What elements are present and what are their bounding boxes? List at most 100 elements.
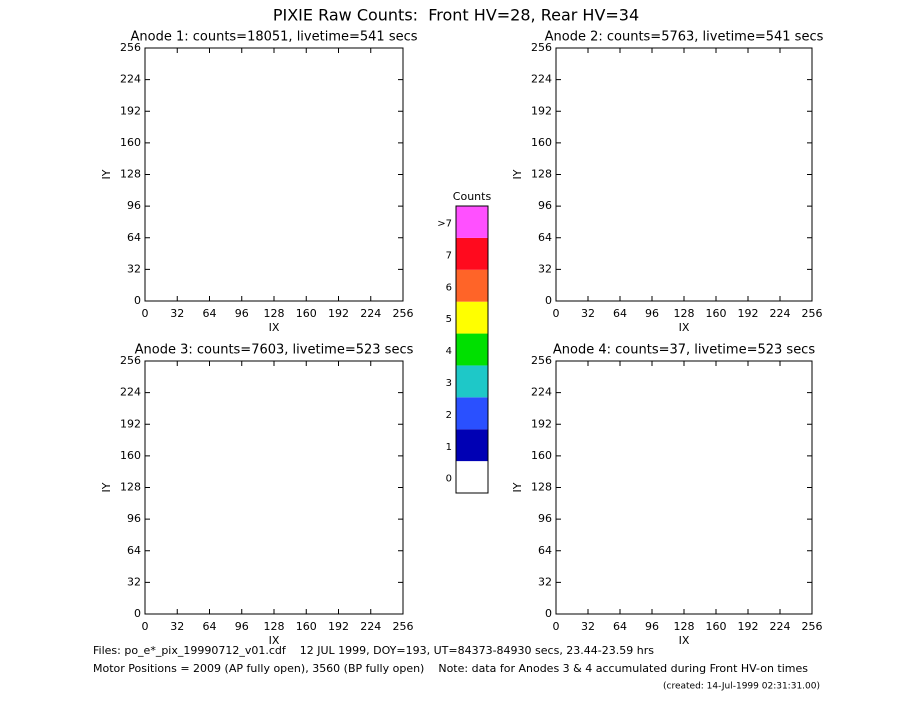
x-tick-label: 192 [328,307,349,320]
y-axis-label: IY [511,482,524,492]
x-tick-label: 96 [235,307,249,320]
y-axis-label: IY [511,169,524,179]
x-tick-label: 96 [645,620,659,633]
panel-title: Anode 2: counts=5763, livetime=541 secs [545,30,824,45]
colorbar-label: >7 [437,219,452,230]
footer-created: (created: 14-Jul-1999 02:31:31.00) [663,682,820,692]
x-tick-label: 32 [170,620,184,633]
y-tick-label: 96 [538,512,552,525]
y-tick-label: 256 [120,41,141,54]
y-tick-label: 96 [127,512,141,525]
panel-title: Anode 1: counts=18051, livetime=541 secs [130,30,417,45]
colorbar-label: 3 [446,378,452,389]
y-tick-label: 128 [531,481,552,494]
colorbar-cell [456,206,488,238]
x-tick-label: 224 [360,307,381,320]
y-tick-label: 256 [531,41,552,54]
x-tick-label: 256 [802,620,823,633]
y-tick-label: 192 [120,417,141,430]
colorbar-label: 0 [446,474,452,485]
y-tick-label: 0 [545,294,552,307]
y-tick-label: 0 [134,294,141,307]
y-tick-label: 128 [120,481,141,494]
colorbar-cell [456,365,488,398]
y-tick-label: 192 [531,104,552,117]
y-tick-label: 224 [120,386,141,399]
y-tick-label: 0 [545,607,552,620]
y-tick-label: 128 [531,168,552,181]
plot-area [555,47,813,302]
y-tick-label: 96 [538,199,552,212]
x-tick-label: 160 [296,620,317,633]
x-tick-label: 128 [674,620,695,633]
y-tick-label: 64 [538,231,552,244]
y-axis-label: IY [100,169,113,179]
y-tick-label: 224 [120,73,141,86]
colorbar-cell [456,237,488,270]
x-tick-label: 192 [738,307,759,320]
y-tick-label: 128 [120,168,141,181]
x-tick-label: 160 [706,307,727,320]
x-tick-label: 64 [613,307,627,320]
x-tick-label: 128 [264,307,285,320]
colorbar-label: 4 [446,346,452,357]
figure-title: PIXIE Raw Counts: Front HV=28, Rear HV=3… [273,6,639,25]
colorbar-cell [456,269,488,302]
x-axis-label: IX [679,634,690,647]
colorbar-cell [456,301,488,334]
colorbar-cell [456,333,488,366]
plot-area [144,360,404,615]
x-axis-label: IX [679,321,690,334]
x-tick-label: 0 [553,307,560,320]
colorbar-cell [456,461,488,493]
y-tick-label: 160 [531,136,552,149]
colorbar-title: Counts [453,190,492,203]
x-tick-label: 224 [360,620,381,633]
x-tick-label: 96 [645,307,659,320]
plot-area [555,360,813,615]
y-tick-label: 64 [127,231,141,244]
footer-line: Files: po_e*_pix_19990712_v01.cdf 12 JUL… [93,644,654,657]
panel-title: Anode 4: counts=37, livetime=523 secs [553,343,815,358]
x-tick-label: 224 [770,620,791,633]
x-tick-label: 256 [802,307,823,320]
x-tick-label: 32 [581,307,595,320]
x-tick-label: 64 [203,307,217,320]
plot-area [144,47,404,302]
y-tick-label: 192 [120,104,141,117]
y-tick-label: 32 [127,575,141,588]
x-tick-label: 160 [706,620,727,633]
x-tick-label: 192 [738,620,759,633]
x-tick-label: 64 [613,620,627,633]
y-tick-label: 224 [531,73,552,86]
footer-line: Motor Positions = 2009 (AP fully open), … [93,662,808,675]
x-tick-label: 128 [674,307,695,320]
colorbar-label: 2 [446,410,452,421]
y-tick-label: 160 [120,136,141,149]
x-tick-label: 32 [170,307,184,320]
x-tick-label: 0 [142,307,149,320]
y-tick-label: 192 [531,417,552,430]
y-tick-label: 256 [120,354,141,367]
colorbar-cell [456,397,488,430]
y-tick-label: 64 [127,544,141,557]
panel-title: Anode 3: counts=7603, livetime=523 secs [135,343,414,358]
y-tick-label: 32 [127,262,141,275]
colorbar-label: 7 [446,250,452,261]
colorbar-cell [456,429,488,462]
x-tick-label: 256 [393,620,414,633]
x-tick-label: 32 [581,620,595,633]
x-tick-label: 192 [328,620,349,633]
y-tick-label: 224 [531,386,552,399]
x-axis-label: IX [269,321,280,334]
y-tick-label: 64 [538,544,552,557]
y-tick-label: 0 [134,607,141,620]
x-tick-label: 160 [296,307,317,320]
y-axis-label: IY [100,482,113,492]
colorbar-label: 6 [446,282,452,293]
x-tick-label: 0 [142,620,149,633]
x-tick-label: 224 [770,307,791,320]
colorbar-frame [455,205,489,494]
x-axis-label: IX [269,634,280,647]
